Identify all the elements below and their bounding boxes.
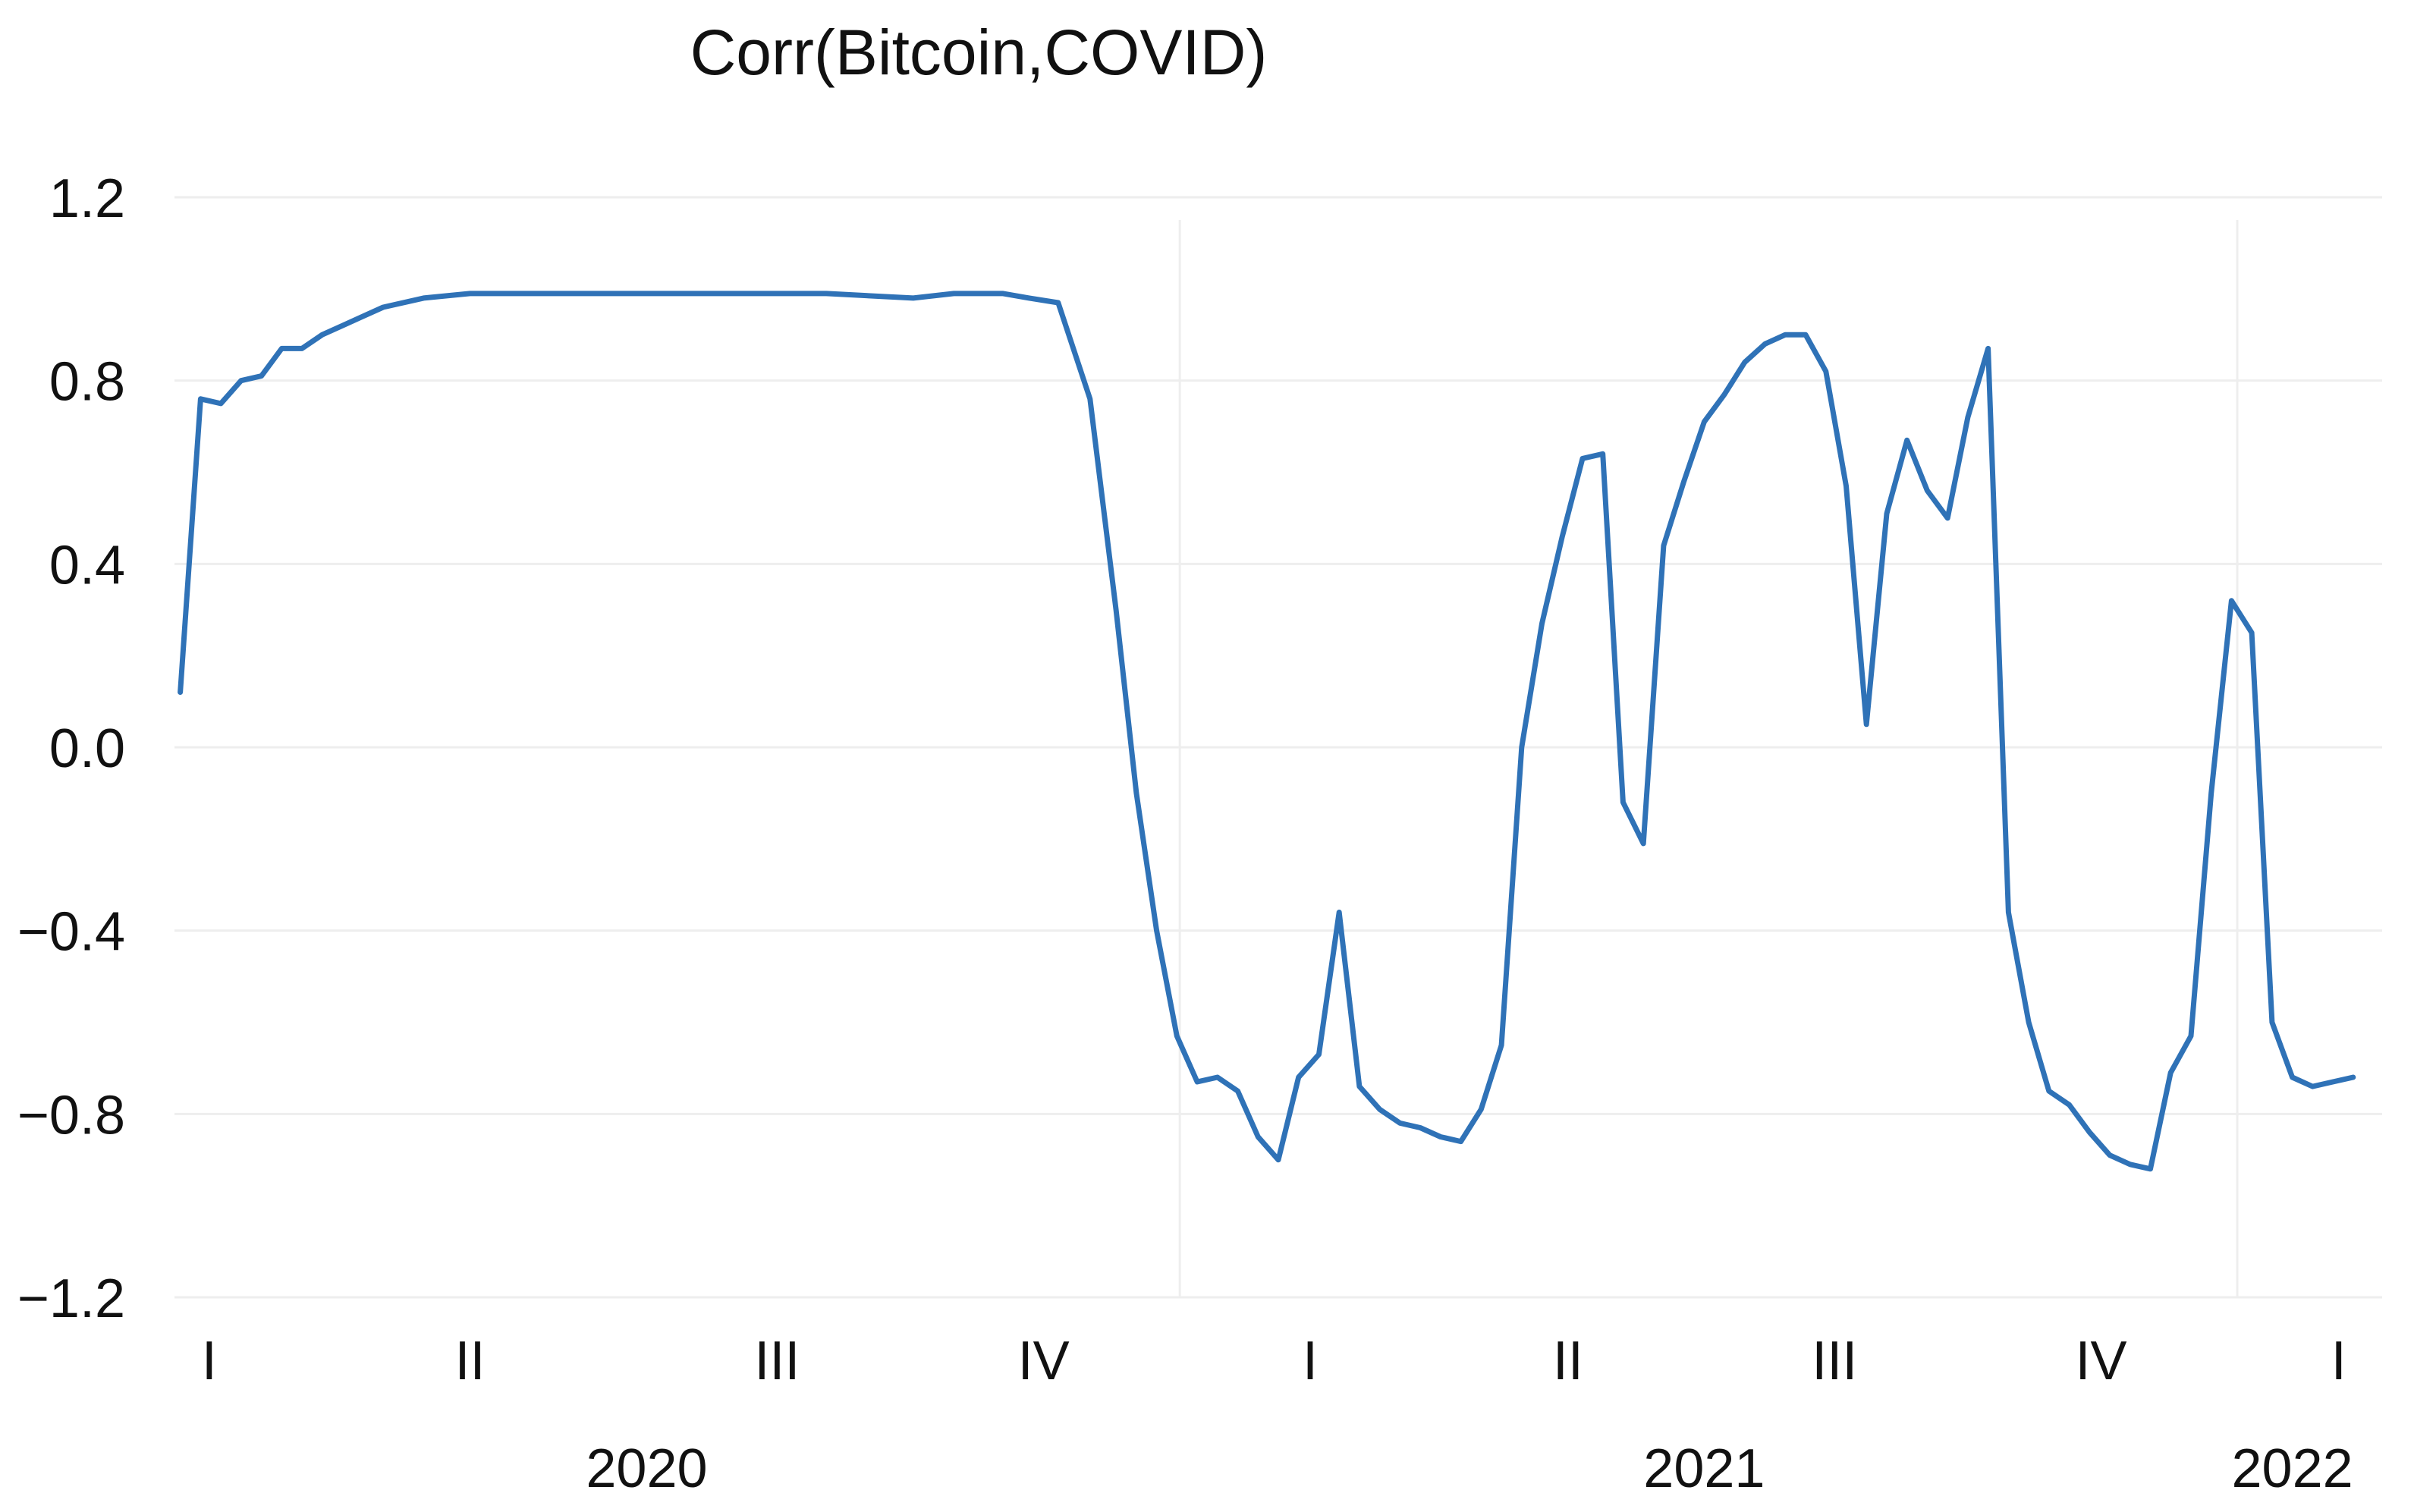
y-axis-ticks: 1.2 0.8 0.4 0.0 −0.4 −0.8 −1.2: [17, 168, 125, 1329]
quarter-tick-label: II: [1553, 1331, 1583, 1391]
y-tick-label: 0.0: [49, 718, 125, 779]
series-line: [178, 291, 2356, 1172]
y-tick-label: −0.8: [17, 1085, 125, 1146]
quarter-tick-label: IV: [2076, 1331, 2127, 1391]
year-tick-label: 2022: [2232, 1438, 2353, 1499]
quarter-tick-label: II: [455, 1331, 486, 1391]
quarter-tick-label: III: [754, 1331, 800, 1391]
grid-layer: [174, 196, 2382, 1299]
y-tick-label: −1.2: [17, 1268, 125, 1329]
year-tick-label: 2020: [586, 1438, 707, 1499]
y-tick-label: −0.4: [17, 902, 125, 963]
quarter-tick-label: III: [1812, 1331, 1857, 1391]
y-tick-label: 0.4: [49, 535, 125, 596]
quarter-tick-label: I: [2331, 1331, 2346, 1391]
quarter-tick-label: I: [1303, 1331, 1318, 1391]
y-tick-label: 0.8: [49, 352, 125, 413]
series-layer: [178, 291, 2356, 1172]
y-tick-label: 1.2: [49, 168, 125, 229]
quarter-tick-label: I: [202, 1331, 217, 1391]
quarter-tick-label: IV: [1018, 1331, 1070, 1391]
chart-title: Corr(Bitcoin,COVID): [690, 17, 1268, 88]
year-tick-label: 2021: [1643, 1438, 1765, 1499]
